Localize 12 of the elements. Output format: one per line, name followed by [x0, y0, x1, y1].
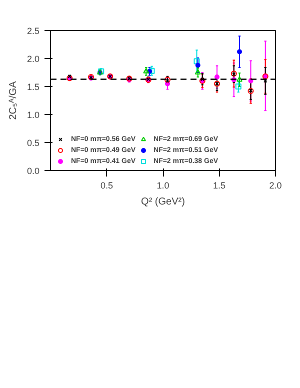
x-tick-label: 1.5 — [212, 180, 226, 190]
x-tick-label: 1.0 — [156, 180, 170, 190]
y-tick-label: 2.5 — [26, 26, 40, 36]
y-tick-label: 2.0 — [26, 54, 40, 64]
y-tick-label: 1.5 — [26, 82, 40, 92]
x-tick-label: 2.0 — [269, 180, 282, 190]
y-tick-label: 0.5 — [26, 138, 40, 148]
x-tick-label: 0.5 — [100, 180, 114, 190]
y-axis-title: 2C₅ᴬ/GA — [8, 80, 19, 120]
x-axis-title: Q² (GeV²) — [141, 196, 185, 208]
y-tick-label: 0.0 — [26, 166, 40, 176]
y-tick-label: 1.0 — [26, 110, 40, 120]
